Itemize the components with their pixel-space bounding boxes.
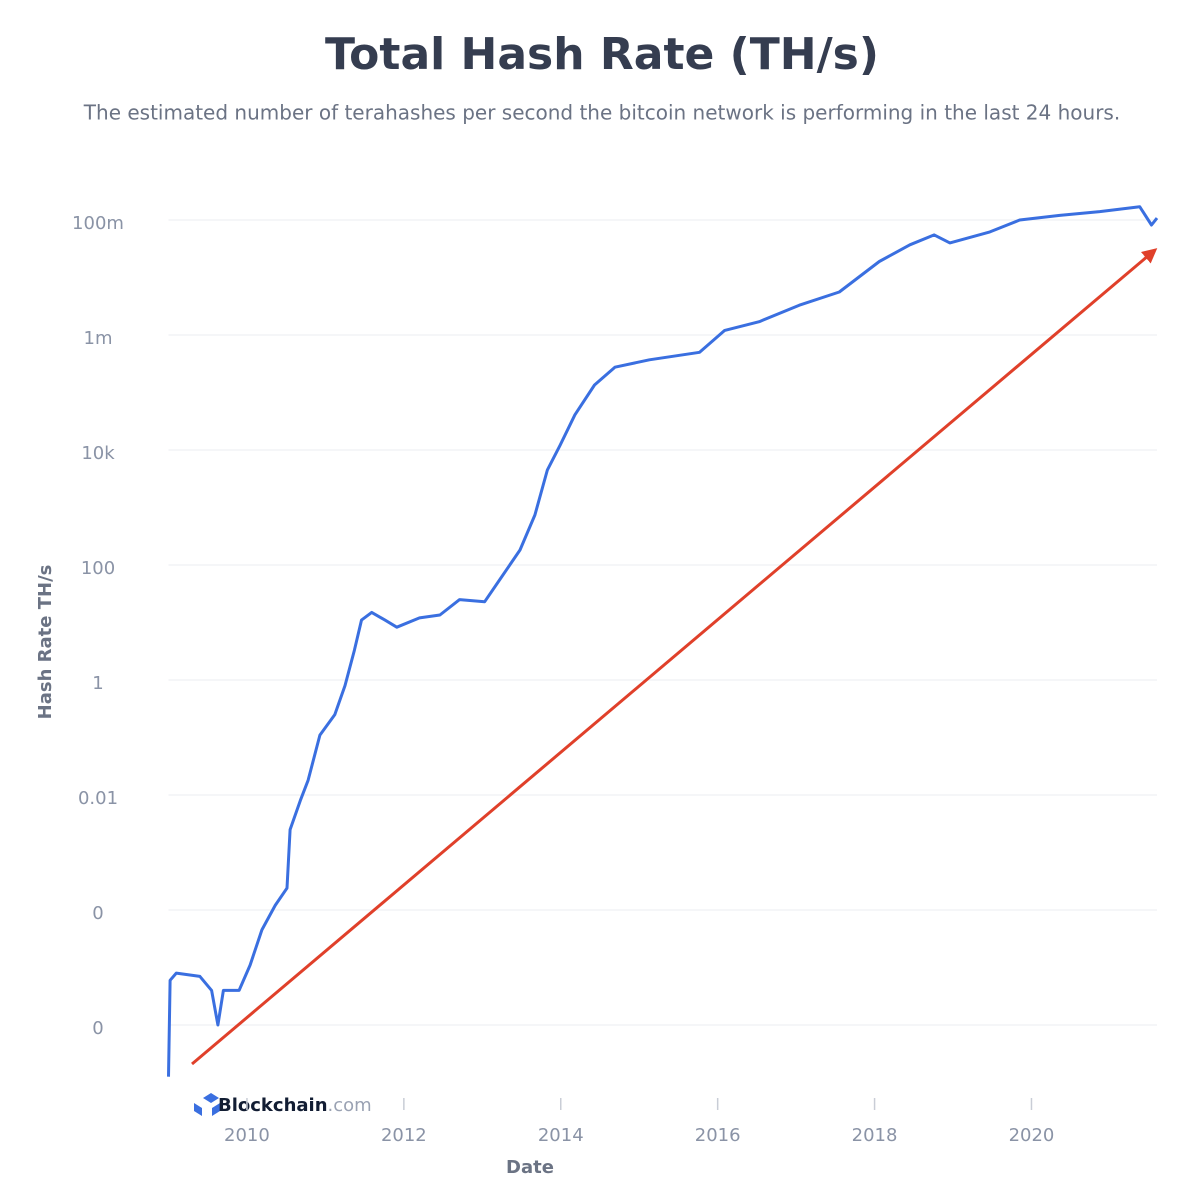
chart-title: Total Hash Rate (TH/s): [325, 29, 879, 80]
y-tick-label: 0.01: [78, 788, 118, 809]
logo-suffix: .com: [328, 1095, 372, 1116]
logo-text: Blockchain.com: [218, 1095, 372, 1116]
x-tick-label: 2020: [1009, 1125, 1055, 1146]
y-tick-label: 0: [92, 903, 103, 924]
y-tick-label: 10k: [81, 443, 115, 464]
y-tick-label: 1: [92, 673, 103, 694]
logo-icon: [194, 1093, 220, 1116]
y-tick-label: 100m: [72, 213, 124, 234]
logo: Blockchain.com: [194, 1093, 372, 1116]
x-tick-label: 2012: [381, 1125, 427, 1146]
y-tick-label: 100: [81, 558, 115, 579]
x-tick-label: 2010: [224, 1125, 270, 1146]
x-axis-label: Date: [506, 1157, 554, 1178]
data-line: [167, 205, 1159, 1077]
y-tick-label: 1m: [84, 328, 113, 349]
logo-brand: Blockchain: [218, 1095, 328, 1116]
x-tick-label: 2016: [695, 1125, 741, 1146]
y-axis-label: Hash Rate TH/s: [35, 565, 56, 720]
x-tick-label: 2018: [852, 1125, 898, 1146]
trend-arrow: [191, 248, 1158, 1066]
x-tick-label: 2014: [538, 1125, 584, 1146]
y-tick-label: 0: [92, 1018, 103, 1039]
chart-subtitle: The estimated number of terahashes per s…: [83, 101, 1120, 125]
